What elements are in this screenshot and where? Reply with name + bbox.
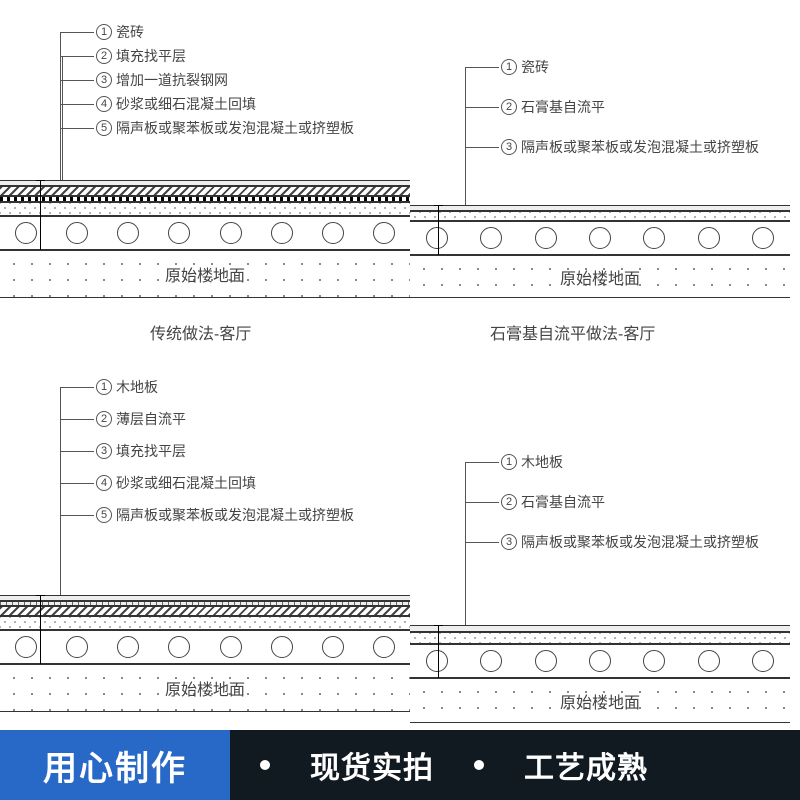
layer-sound [410, 644, 790, 678]
layer-sound [410, 221, 790, 255]
label: 隔声板或聚苯板或发泡混凝土或挤塑板 [521, 532, 759, 552]
label: 瓷砖 [116, 22, 144, 42]
layer-leveling [0, 606, 410, 616]
label: 砂浆或细石混凝土回填 [116, 94, 256, 114]
dim-mark-bl [40, 595, 41, 664]
label: 石膏基自流平 [521, 97, 605, 117]
leader-vert-tl2 [62, 56, 63, 191]
label: 木地板 [116, 377, 158, 397]
layer-mortar [0, 616, 410, 630]
layer-sound [0, 630, 410, 664]
legend-bottom-right: 1木地板 2石膏基自流平 3隔声板或聚苯板或发泡混凝土或挤塑板 [465, 450, 759, 554]
label: 木地板 [521, 452, 563, 472]
base-label: 原始楼地面 [165, 676, 245, 700]
layer-leveling [0, 186, 410, 196]
footer-item-0: 现货实拍 [310, 743, 434, 787]
dim-mark-tl [40, 180, 41, 250]
pipe-circles [0, 631, 410, 663]
legend-bottom-left: 1木地板 2薄层自流平 3填充找平层 4砂浆或细石混凝土回填 5隔声板或聚苯板或… [60, 375, 354, 527]
layer-wood [410, 625, 790, 632]
footer-left-text: 用心制作 [43, 741, 187, 790]
pipe-circles [410, 222, 790, 254]
layer-base: 原始楼地面 [0, 664, 410, 712]
dot-icon [474, 760, 484, 770]
title-top-left: 传统做法-客厅 [150, 320, 251, 344]
leader-vert-bl [60, 387, 61, 607]
layer-base: 原始楼地面 [410, 678, 790, 723]
base-label: 原始楼地面 [560, 689, 640, 713]
label: 隔声板或聚苯板或发泡混凝土或挤塑板 [116, 505, 354, 525]
leader-vert-br [465, 462, 466, 637]
dim-mark-tr [438, 205, 439, 255]
layer-base: 原始楼地面 [0, 250, 410, 298]
layer-mortar [0, 202, 410, 216]
label: 增加一道抗裂钢网 [116, 70, 228, 90]
base-label: 原始楼地面 [165, 262, 245, 286]
layer-base: 原始楼地面 [410, 255, 790, 298]
footer-left: 用心制作 [0, 730, 230, 800]
dot-icon [260, 760, 270, 770]
label: 隔声板或聚苯板或发泡混凝土或挤塑板 [116, 118, 354, 138]
layer-self-level [410, 632, 790, 644]
footer-item-1: 工艺成熟 [524, 743, 648, 787]
dim-mark-br [438, 625, 439, 678]
diagram-area: 1瓷砖 2填充找平层 3增加一道抗裂钢网 4砂浆或细石混凝土回填 5隔声板或聚苯… [0, 0, 800, 730]
label: 填充找平层 [116, 441, 186, 461]
legend-top-left: 1瓷砖 2填充找平层 3增加一道抗裂钢网 4砂浆或细石混凝土回填 5隔声板或聚苯… [60, 20, 354, 140]
label: 隔声板或聚苯板或发泡混凝土或挤塑板 [521, 137, 759, 157]
label: 薄层自流平 [116, 409, 186, 429]
label: 石膏基自流平 [521, 492, 605, 512]
footer-right: 现货实拍 工艺成熟 [230, 730, 800, 800]
pipe-circles [0, 217, 410, 249]
footer-bar: 用心制作 现货实拍 工艺成熟 [0, 730, 800, 800]
legend-top-right: 1瓷砖 2石膏基自流平 3隔声板或聚苯板或发泡混凝土或挤塑板 [465, 55, 759, 159]
label: 填充找平层 [116, 46, 186, 66]
leader-vert-tl [60, 32, 61, 187]
layer-self-level [410, 211, 790, 221]
leader-vert-tr [465, 67, 466, 212]
layer-sound [0, 216, 410, 250]
label: 瓷砖 [521, 57, 549, 77]
base-label: 原始楼地面 [560, 265, 640, 289]
title-top-right: 石膏基自流平做法-客厅 [490, 320, 655, 344]
pipe-circles [410, 645, 790, 677]
label: 砂浆或细石混凝土回填 [116, 473, 256, 493]
